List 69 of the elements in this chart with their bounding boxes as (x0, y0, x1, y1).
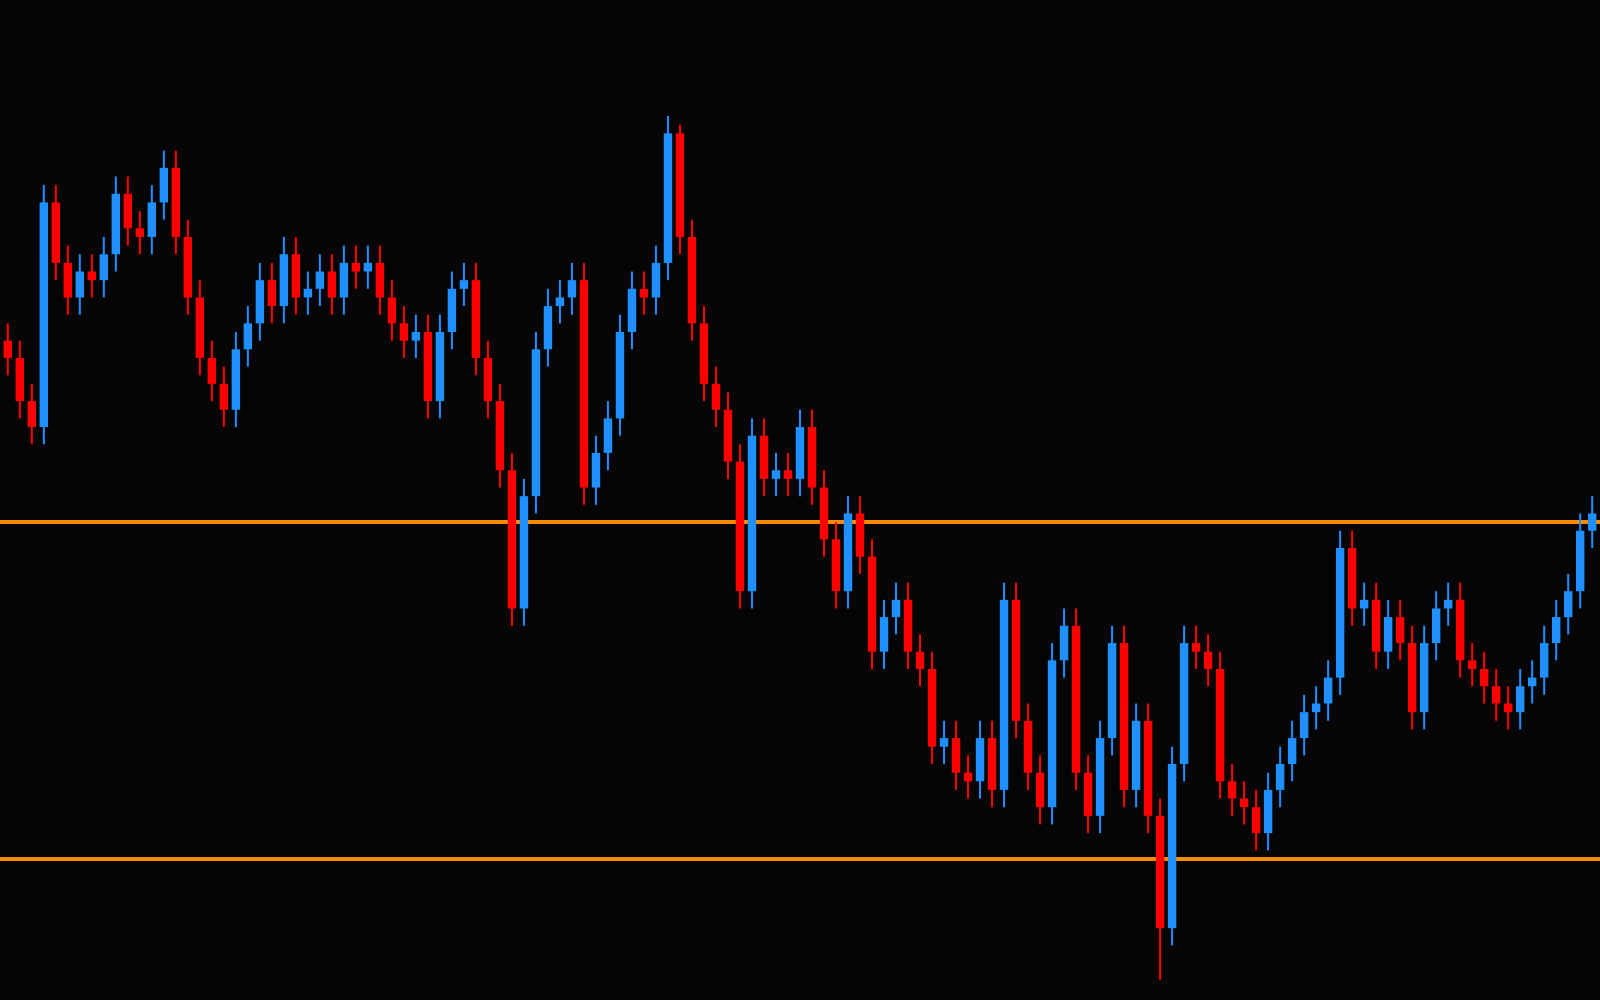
candlestick (351, 244, 361, 290)
candlestick (1299, 693, 1309, 757)
candlestick (123, 175, 133, 247)
candlestick (27, 382, 37, 446)
candlestick (879, 598, 889, 670)
candlestick (783, 451, 793, 498)
candlestick (1287, 719, 1297, 783)
candlestick (219, 365, 229, 429)
candlestick (363, 244, 373, 290)
candlestick (399, 305, 409, 359)
candlestick (339, 244, 349, 316)
candlestick (75, 253, 85, 316)
candlestick (15, 339, 25, 420)
candlestick (1323, 659, 1333, 722)
candlestick (1083, 754, 1093, 835)
candlestick (603, 400, 613, 472)
candlestick (99, 235, 109, 299)
candlestick (975, 719, 985, 800)
candlestick (483, 339, 493, 420)
candlestick (543, 287, 553, 368)
candlestick (651, 244, 661, 316)
candlestick (1275, 745, 1285, 809)
candlestick (915, 633, 925, 688)
candlestick (711, 365, 721, 429)
candlestick (1035, 754, 1045, 826)
candlestick (315, 253, 325, 308)
candlestick (1059, 607, 1069, 679)
candlestick (327, 253, 337, 316)
candlestick (255, 261, 265, 342)
candlestick (411, 313, 421, 359)
candlestick (207, 339, 217, 403)
candlestick (1563, 572, 1573, 636)
candlestick (891, 581, 901, 636)
candlestick (135, 210, 145, 256)
candlestick (267, 261, 277, 325)
candlestick (447, 270, 457, 351)
candlestick (1395, 598, 1405, 662)
candlestick (759, 417, 769, 498)
candlestick (159, 149, 169, 221)
candlestick (1491, 667, 1501, 722)
candlestick (1588, 495, 1597, 549)
candlestick (1251, 788, 1261, 852)
candlestick (63, 244, 73, 316)
candlestick (243, 305, 253, 368)
candlestick (627, 270, 637, 351)
candlestick (1191, 624, 1201, 670)
candlestick (3, 322, 12, 377)
candlestick (1467, 642, 1477, 688)
candlestick (1539, 624, 1549, 696)
candlestick (375, 244, 385, 316)
candlestick (1515, 667, 1525, 731)
candlestick (1431, 590, 1441, 662)
candlestick (771, 451, 781, 498)
candlestick (459, 261, 469, 308)
candlestick (1227, 763, 1237, 817)
candlestick (939, 719, 949, 765)
candlestick (855, 495, 865, 575)
candlestick (1551, 598, 1561, 662)
candlestick (147, 184, 157, 256)
candlestick (1383, 598, 1393, 670)
candlestick (555, 279, 565, 325)
candlestick (591, 434, 601, 506)
candlestick (951, 719, 961, 791)
candlestick (1263, 771, 1273, 852)
candlestick (387, 279, 397, 342)
candlestick (1203, 633, 1213, 688)
candlestick (291, 235, 301, 316)
candlestick (567, 261, 577, 316)
candlestick (1479, 650, 1489, 705)
